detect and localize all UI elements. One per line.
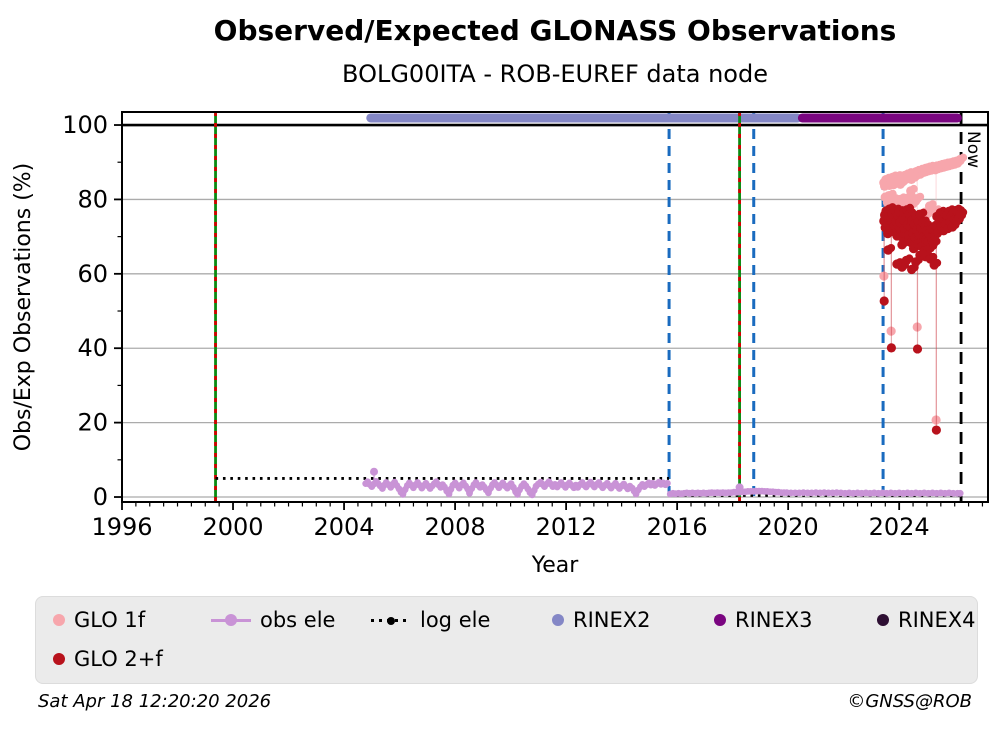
y-tick-label: 0: [93, 483, 108, 511]
legend-item-glo-2f: GLO 2+f: [53, 646, 163, 672]
axes: 1996 2000 2004 2008 2012 2016 2020 2024 0 20 40 60 8…: [11, 111, 989, 578]
x-tick-label: 2000: [202, 513, 263, 541]
glo-1f-marker-icon: [53, 614, 65, 626]
obs-ele-marker-icon: [211, 614, 251, 626]
legend-label: RINEX2: [573, 608, 651, 632]
rinex4-marker-icon: [877, 614, 889, 626]
legend-label: RINEX3: [735, 608, 813, 632]
chart-subtitle: BOLG00ITA - ROB-EUREF data node: [342, 60, 768, 88]
plot-area: Now 1996 2000 2004 2008 2012 2016 2020 2024 0 20 4…: [11, 111, 989, 578]
legend-label: GLO 2+f: [74, 647, 163, 671]
legend-item-rinex4: RINEX4: [877, 607, 976, 633]
legend-item-rinex3: RINEX3: [714, 607, 813, 633]
legend-label: GLO 1f: [74, 608, 146, 632]
y-tick-label: 100: [62, 111, 108, 139]
chart-svg: Now 1996 2000 2004 2008 2012 2016 2020 2024 0 20 4…: [11, 111, 989, 578]
legend-label: log ele: [420, 608, 491, 632]
x-tick-label: 1996: [91, 513, 152, 541]
y-tick-label: 60: [77, 260, 108, 288]
y-tick-label: 80: [77, 185, 108, 213]
legend-label: RINEX4: [898, 608, 976, 632]
y-axis-label: Obs/Exp Observations (%): [11, 163, 36, 452]
glo-2f-marker-icon: [53, 653, 65, 665]
legend-item-glo-1f: GLO 1f: [53, 607, 145, 633]
x-tick-label: 2004: [314, 513, 375, 541]
now-label: Now: [963, 131, 983, 168]
bar-rinex3: [797, 113, 962, 123]
legend-item-log-ele: log ele: [371, 607, 490, 633]
plot-content: Now: [122, 112, 988, 502]
y-tick-label: 40: [77, 334, 108, 362]
legend: GLO 1f obs ele log ele RINEX2 RINEX3 RIN…: [35, 596, 978, 684]
x-tick-label: 2020: [758, 513, 819, 541]
x-tick-label: 2012: [536, 513, 597, 541]
legend-item-rinex2: RINEX2: [552, 607, 651, 633]
legend-item-obs-ele: obs ele: [211, 607, 335, 633]
x-tick-label: 2008: [425, 513, 486, 541]
y-tick-label: 20: [77, 409, 108, 437]
x-axis-label: Year: [531, 553, 580, 578]
log-ele-marker-icon: [371, 616, 411, 625]
plot-timestamp: Sat Apr 18 12:20:20 2026: [38, 691, 272, 712]
rinex2-marker-icon: [552, 614, 564, 626]
legend-label: obs ele: [260, 608, 336, 632]
x-tick-label: 2024: [869, 513, 930, 541]
copyright: ©GNSS@ROB: [847, 691, 972, 712]
bar-rinex2: [366, 113, 803, 123]
rinex3-marker-icon: [714, 614, 726, 626]
x-tick-label: 2016: [647, 513, 708, 541]
chart-title: Observed/Expected GLONASS Observations: [213, 14, 897, 47]
